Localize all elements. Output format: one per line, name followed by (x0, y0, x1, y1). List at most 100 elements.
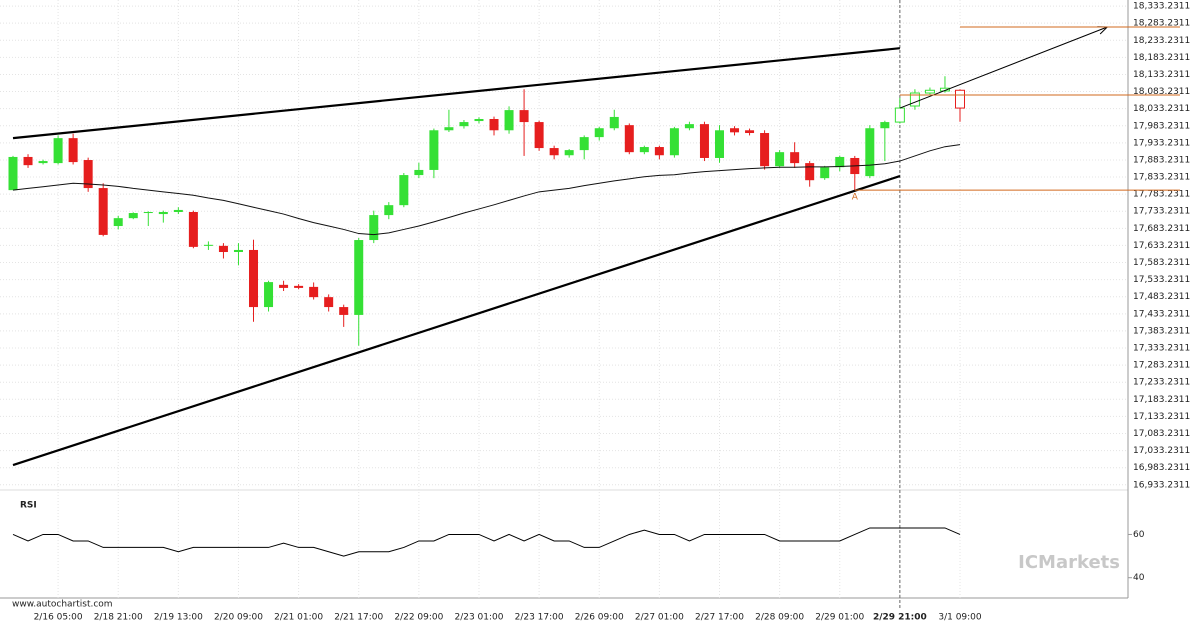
candle-body (579, 137, 589, 151)
candle-body (188, 212, 198, 247)
candle-body (549, 148, 559, 156)
candle-body (790, 152, 800, 164)
candle-body (594, 128, 604, 138)
candle-body (775, 152, 785, 167)
y-tick-label: 17,583.2311 (1133, 258, 1190, 268)
candle-body (489, 118, 499, 131)
y-tick-label: 17,633.2311 (1133, 241, 1190, 251)
candle-body (384, 205, 394, 216)
candle-body (309, 286, 319, 298)
y-tick-label: 17,783.2311 (1133, 190, 1190, 200)
x-tick-label: 2/16 05:00 (34, 613, 83, 623)
source: www.autochartist.com (12, 600, 113, 610)
candle-body (519, 110, 529, 123)
candle-body (745, 130, 755, 134)
rsi-tick-label: 60 (1133, 530, 1145, 540)
candle-body (414, 169, 424, 176)
candle-body (865, 128, 875, 177)
x-tick-label: 2/20 09:00 (214, 613, 263, 623)
candle-body (504, 110, 514, 131)
x-tick-label: 2/28 09:00 (755, 613, 804, 623)
candle-body (218, 245, 228, 253)
y-tick-label: 18,133.2311 (1133, 70, 1190, 80)
candle-body (909, 92, 920, 107)
candle-body (820, 167, 830, 179)
candle-body (805, 163, 815, 181)
y-tick-label: 18,233.2311 (1133, 36, 1190, 46)
candle-body (249, 249, 259, 308)
candle-body (564, 150, 574, 156)
candle-body (835, 156, 845, 168)
y-tick-label: 18,033.2311 (1133, 104, 1190, 114)
candle-body (158, 212, 168, 215)
candle-body (23, 156, 33, 166)
candle-body (730, 128, 740, 133)
y-tick-label: 17,883.2311 (1133, 155, 1190, 165)
candle-body (354, 240, 364, 315)
candle-body (203, 244, 213, 246)
rsi-tick-label: 40 (1133, 573, 1145, 583)
x-tick-label: 2/29 21:00 (873, 613, 927, 623)
y-tick-label: 17,433.2311 (1133, 309, 1190, 319)
x-tick-label: 2/21 17:00 (334, 613, 383, 623)
candle-body (53, 138, 63, 164)
y-tick-label: 17,533.2311 (1133, 275, 1190, 285)
rsi-line (12, 527, 961, 557)
moving-average (12, 144, 961, 236)
candle-body (399, 175, 409, 206)
candle-body (8, 156, 18, 191)
candle-body (669, 128, 679, 156)
x-tick-label: 2/19 13:00 (154, 613, 203, 623)
y-tick-label: 17,383.2311 (1133, 326, 1190, 336)
x-tick-label: 2/27 17:00 (695, 613, 744, 623)
x-tick-label: 3/1 09:00 (938, 613, 982, 623)
brand: ICMarkets (1018, 552, 1120, 573)
candle-body (459, 122, 469, 127)
x-tick-label: 2/27 01:00 (635, 613, 684, 623)
candle-body (113, 218, 123, 227)
y-tick-label: 16,933.2311 (1133, 480, 1190, 490)
y-tick-label: 18,183.2311 (1133, 53, 1190, 63)
candle-body (324, 297, 334, 308)
rsi-title: RSI (20, 501, 37, 511)
y-tick-label: 17,033.2311 (1133, 446, 1190, 456)
y-tick-label: 17,683.2311 (1133, 224, 1190, 234)
x-tick-label: 2/22 09:00 (394, 613, 443, 623)
candle-body (534, 122, 544, 149)
y-tick-label: 17,283.2311 (1133, 361, 1190, 371)
candle-body (894, 107, 905, 123)
candle-body (474, 118, 484, 122)
x-tick-label: 2/18 21:00 (94, 613, 143, 623)
candle-body (279, 284, 289, 288)
candle-body (444, 127, 454, 131)
x-tick-label: 2/26 09:00 (575, 613, 624, 623)
y-tick-label: 17,483.2311 (1133, 292, 1190, 302)
pattern-label: A (852, 192, 859, 202)
y-tick-label: 17,733.2311 (1133, 207, 1190, 217)
candle-body (654, 147, 664, 156)
candle-body (624, 125, 634, 153)
x-tick-label: 2/29 01:00 (815, 613, 864, 623)
y-tick-label: 17,933.2311 (1133, 138, 1190, 148)
y-tick-label: 17,083.2311 (1133, 429, 1190, 439)
candle-body (98, 188, 108, 235)
candle-body (699, 124, 709, 158)
y-tick-label: 17,183.2311 (1133, 395, 1190, 405)
y-tick-label: 16,983.2311 (1133, 463, 1190, 473)
candle-body (128, 213, 138, 219)
candle-body (760, 133, 770, 167)
x-tick-label: 2/23 17:00 (515, 613, 564, 623)
candle-body (173, 209, 183, 213)
y-tick-label: 17,233.2311 (1133, 378, 1190, 388)
candle-body (609, 116, 619, 129)
candle-body (83, 160, 93, 189)
trendline (12, 175, 901, 467)
candle-body (714, 130, 724, 158)
candle-body (339, 307, 349, 315)
candle-body (639, 147, 649, 153)
candle-body (38, 161, 48, 164)
candle-body (955, 89, 965, 109)
candle-body (68, 138, 78, 163)
candle-body (294, 285, 304, 288)
